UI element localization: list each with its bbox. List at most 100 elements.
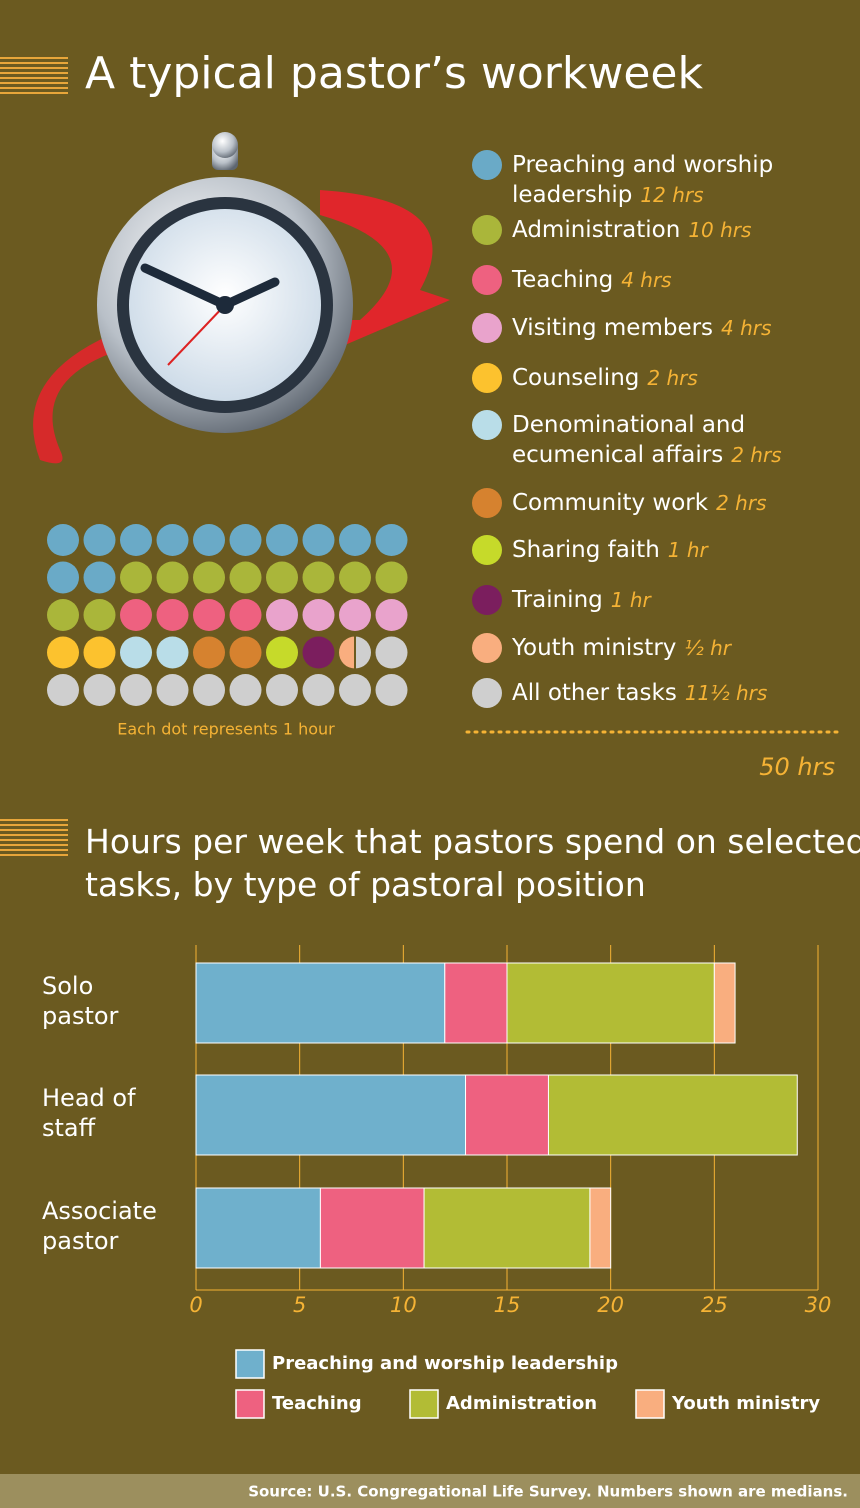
value-label: 2 hrs [647, 366, 697, 390]
legend-swatch [236, 1350, 264, 1378]
legend-label: Training [512, 587, 603, 613]
dot [303, 599, 335, 631]
bar-segment [424, 1188, 590, 1268]
value-label: 11½ hrs [685, 681, 768, 705]
dot [339, 674, 371, 706]
dot [120, 637, 152, 669]
half-dot [339, 637, 355, 669]
x-tick-label: 20 [597, 1293, 624, 1317]
category-label: Solo pastor [42, 971, 167, 1031]
dot [84, 524, 116, 556]
dot [339, 599, 371, 631]
legend-swatch [236, 1390, 264, 1418]
value-label: 10 hrs [688, 218, 751, 242]
value-label: 2 hrs [731, 443, 781, 467]
x-tick-label: 10 [390, 1293, 417, 1317]
legend-dot [472, 633, 502, 663]
dot [376, 524, 408, 556]
x-tick-label: 30 [805, 1293, 832, 1317]
note: Each dot represents 1 hour [117, 720, 335, 739]
dot [157, 599, 189, 631]
dot [47, 674, 79, 706]
legend-text: Denominational and ecumenical affairs2 h… [512, 410, 832, 470]
x-tick-label: 5 [293, 1293, 306, 1317]
legend-item: All other tasks 11½ hrs [472, 678, 832, 708]
dot [193, 524, 225, 556]
legend-item: Teaching4 hrs [472, 265, 832, 295]
dot [266, 637, 298, 669]
legend-dot [472, 363, 502, 393]
legend-label: Teaching [272, 1393, 362, 1414]
x-tick-label: 15 [494, 1293, 521, 1317]
legend-label: Administration [512, 217, 680, 243]
dot [266, 674, 298, 706]
legend-label: Denominational and ecumenical affairs [512, 412, 745, 468]
bar-segment [445, 963, 507, 1043]
stripes-icon [0, 820, 68, 855]
chart-title: Hours per week that pastors spend on sel… [85, 822, 860, 904]
legend-dot [472, 585, 502, 615]
source: Source: U.S. Congregational Life Survey.… [248, 1483, 848, 1501]
dot [120, 562, 152, 594]
dot [230, 637, 262, 669]
dot [157, 674, 189, 706]
category-label: Head of staff [42, 1083, 167, 1143]
clock-illustration [33, 132, 450, 463]
dot [230, 562, 262, 594]
dot [120, 524, 152, 556]
legend-swatch [636, 1390, 664, 1418]
dot [47, 524, 79, 556]
legend-label: All other tasks [512, 680, 677, 706]
dot [120, 599, 152, 631]
bar-segment [590, 1188, 611, 1268]
legend-dot [472, 265, 502, 295]
legend-label: Youth ministry [671, 1393, 820, 1414]
value-label: 4 hrs [621, 268, 671, 292]
value-label: 2 hrs [716, 491, 766, 515]
dot [303, 524, 335, 556]
value-label: 1 hr [611, 588, 651, 612]
dot [84, 637, 116, 669]
dot [157, 524, 189, 556]
dot [266, 524, 298, 556]
dot [193, 599, 225, 631]
legend-item: Training 1 hr [472, 585, 832, 615]
x-tick-label: 25 [701, 1293, 728, 1317]
dot [303, 562, 335, 594]
bar-segment [466, 1075, 549, 1155]
stripes-icon [0, 58, 68, 93]
legend-dot [472, 488, 502, 518]
legend-item: Community work2 hrs [472, 488, 832, 518]
dot [193, 562, 225, 594]
dot [47, 599, 79, 631]
legend-dot [472, 313, 502, 343]
category-label: Associate pastor [42, 1196, 167, 1256]
dot [376, 562, 408, 594]
legend-text: Administration 10 hrs [512, 215, 751, 245]
dot [266, 599, 298, 631]
value-label: 12 hrs [640, 183, 703, 207]
bar-segment [507, 963, 714, 1043]
bar-segment [548, 1075, 797, 1155]
dot [157, 637, 189, 669]
legend-label: Visiting members [512, 315, 713, 341]
legend-text: Training 1 hr [512, 585, 651, 615]
dot [193, 674, 225, 706]
legend-dot [472, 678, 502, 708]
bar-segment [196, 1188, 320, 1268]
legend-item: Preaching and worship leadership12 hrs [472, 150, 832, 210]
dot [84, 674, 116, 706]
x-tick-label: 0 [189, 1293, 202, 1317]
dot [376, 599, 408, 631]
bar-segment [714, 963, 735, 1043]
dot [230, 599, 262, 631]
dot [120, 674, 152, 706]
title: A typical pastor’s workweek [85, 48, 703, 99]
legend-item: Counseling2 hrs [472, 363, 832, 393]
